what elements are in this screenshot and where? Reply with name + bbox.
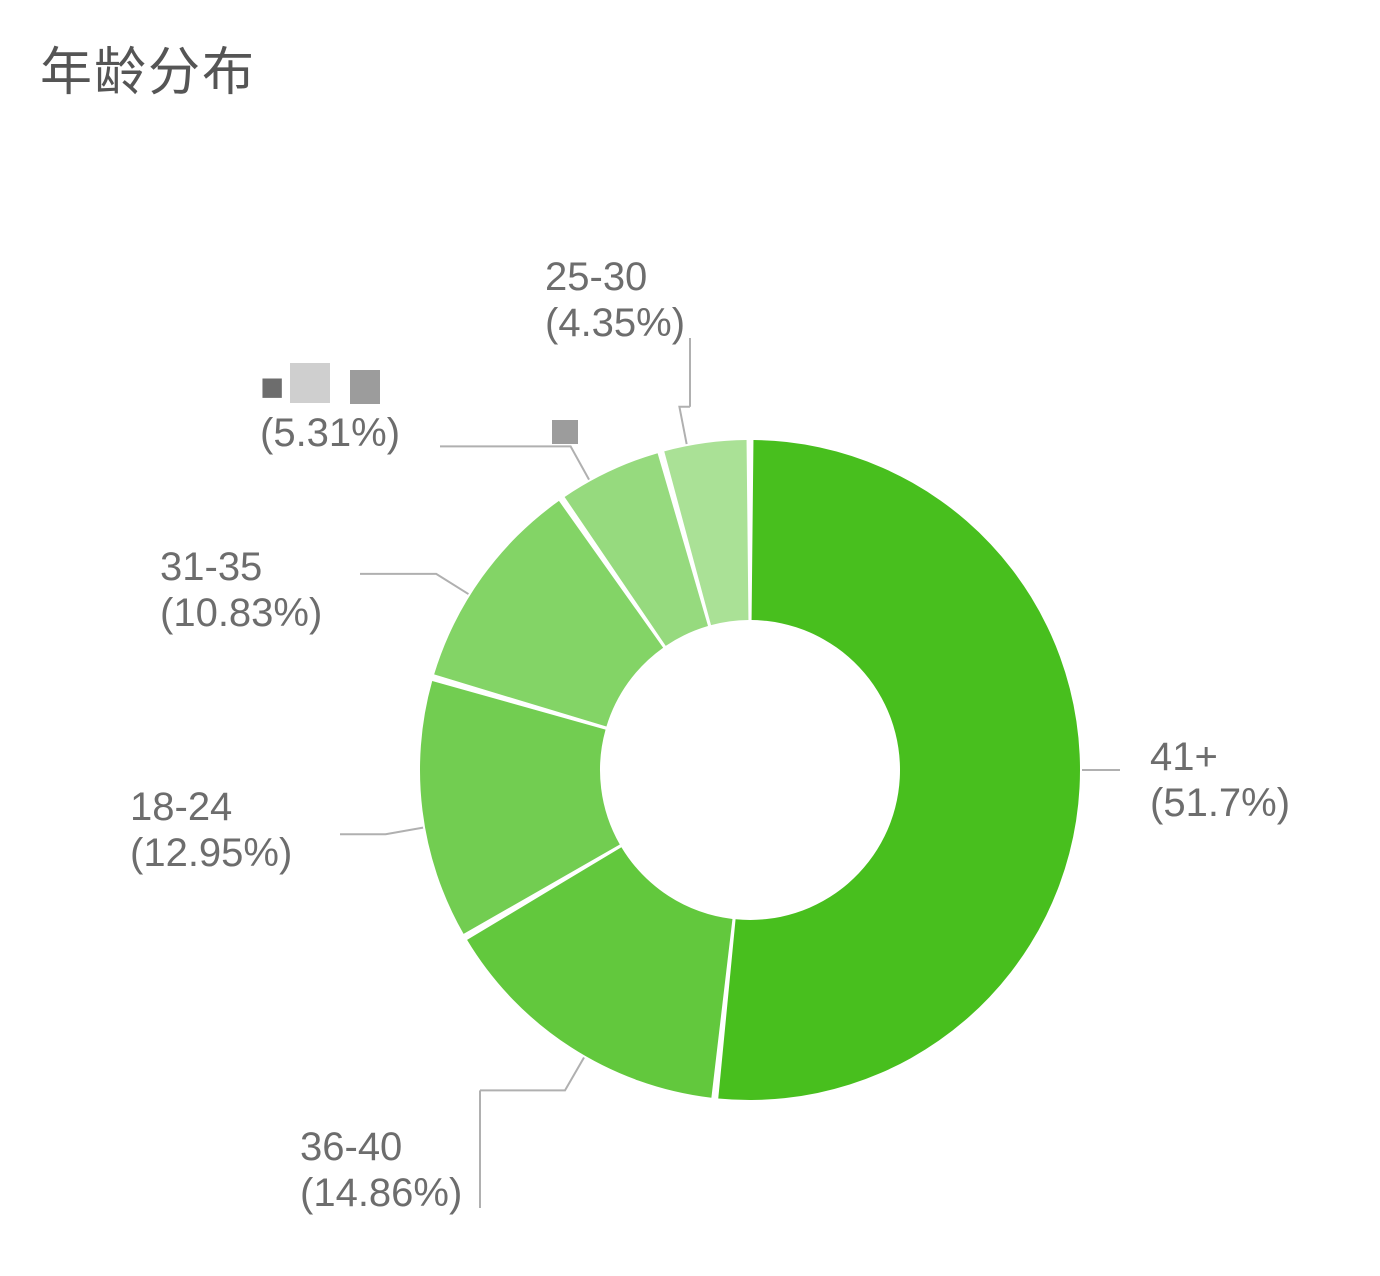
leader-line [480, 1058, 584, 1091]
donut-chart: 41+(51.7%) 36-40(14.86%) 18-24(12.95%) 31-3… [0, 0, 1380, 1276]
leader-line [360, 574, 468, 594]
slice-label-unknown-line2: (5.31%) [260, 411, 400, 455]
obscure-block [350, 370, 380, 404]
slice-label-31-35-line2: (10.83%) [160, 591, 322, 635]
leader-line [679, 407, 690, 444]
slice-label-41+-line1: 41+ [1150, 735, 1218, 779]
slice-label-31-35-line1: 31-35 [160, 545, 262, 589]
obscure-block [290, 363, 330, 403]
leader-line [340, 828, 423, 835]
slice-label-25-30-line2: (4.35%) [545, 301, 685, 345]
slice-label-36-40-line2: (14.86%) [300, 1171, 462, 1215]
slice-label-36-40-line1: 36-40 [300, 1125, 402, 1169]
slice-label-18-24-line1: 18-24 [130, 785, 232, 829]
leader-line [440, 446, 589, 479]
obscure-block [552, 420, 578, 444]
slice-label-18-24-line2: (12.95%) [130, 831, 292, 875]
donut-slice-41+ [718, 440, 1080, 1100]
slice-label-41+-line2: (51.7%) [1150, 781, 1290, 825]
slice-label-25-30-line1: 25-30 [545, 255, 647, 299]
